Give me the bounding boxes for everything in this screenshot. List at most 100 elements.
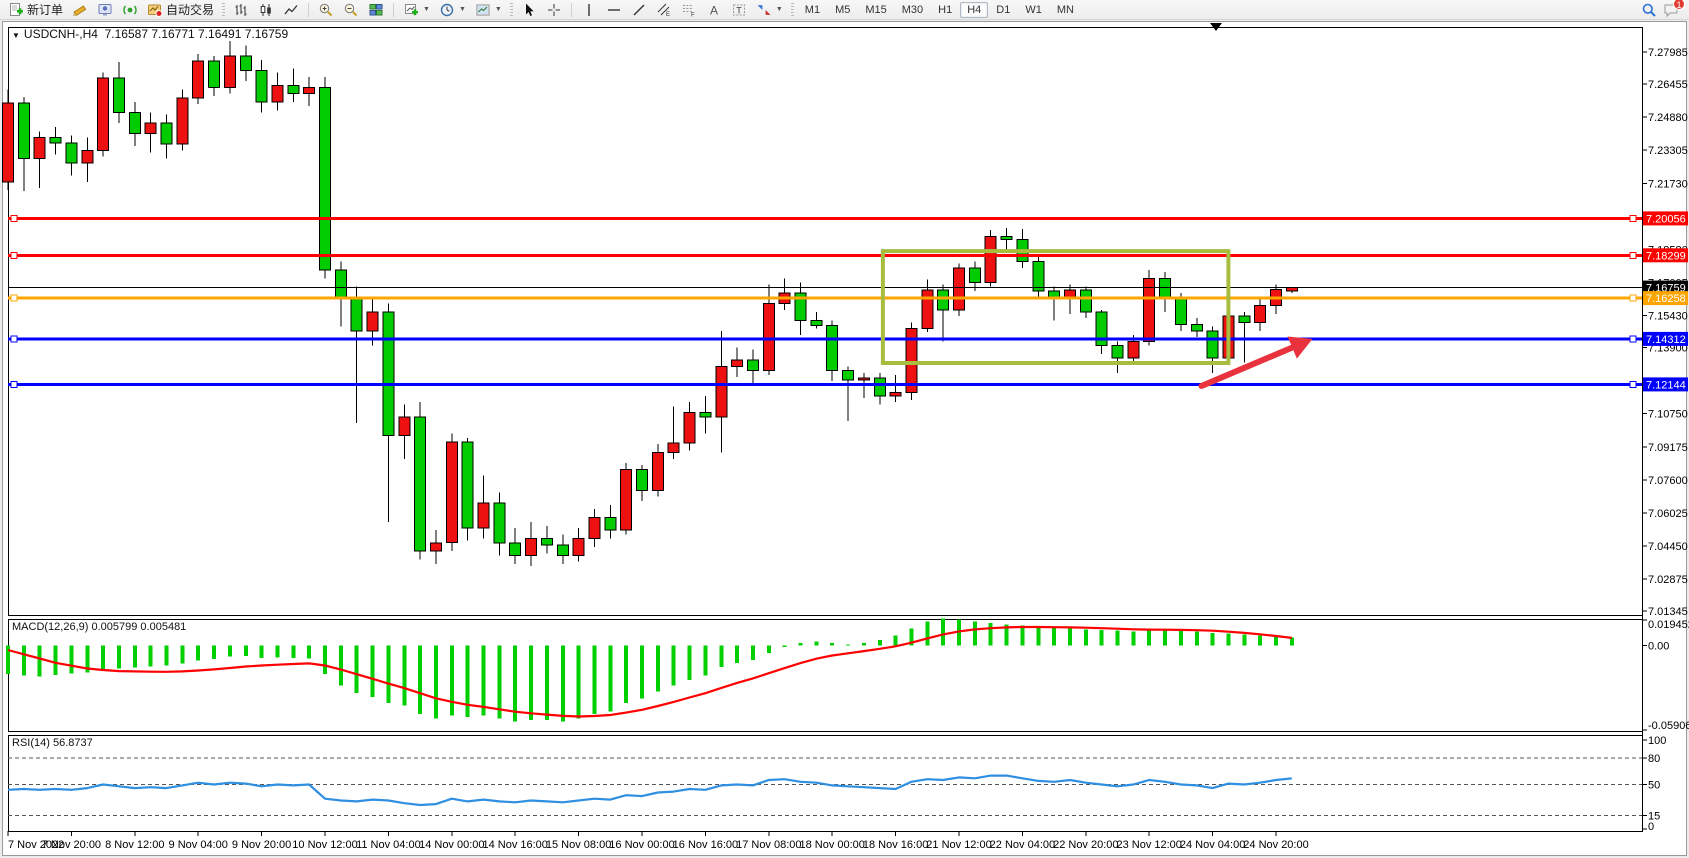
zoom-in-button[interactable] <box>314 1 338 19</box>
notifications-button[interactable]: 1 <box>1663 0 1685 18</box>
line-handle[interactable] <box>1629 294 1637 302</box>
candlestick <box>731 359 744 368</box>
candlestick <box>1000 235 1013 240</box>
toolbar-separator <box>222 2 226 17</box>
price-tick-label: 7.06025 <box>1648 508 1688 520</box>
price-tick-label: 7.21730 <box>1648 178 1688 190</box>
candlestick <box>842 370 854 381</box>
candlestick <box>319 86 331 271</box>
candlestick <box>588 517 601 540</box>
zoom-out-icon <box>344 3 358 16</box>
svg-text:7.16258: 7.16258 <box>1646 293 1686 305</box>
ohlc-bars-icon <box>235 3 247 16</box>
chevron-down-icon: ▼ <box>775 6 783 13</box>
timeframe-mn-button[interactable]: MN <box>1056 3 1074 16</box>
range-rectangle-annotation[interactable] <box>880 249 1231 366</box>
toolbar-separator <box>393 2 395 17</box>
templates-dropdown[interactable]: ▼ <box>471 1 506 19</box>
price-tick-label: 7.04450 <box>1648 541 1688 553</box>
zoom-out-button[interactable] <box>339 1 363 19</box>
new-chart-icon <box>405 3 419 15</box>
candlestick <box>461 441 474 529</box>
periods-dropdown[interactable]: ▼ <box>435 1 470 19</box>
text-tool-button[interactable]: A <box>702 1 726 19</box>
line-chart-icon <box>284 4 298 14</box>
template-icon <box>476 4 490 15</box>
time-tick-label: 21 Nov 12:00 <box>926 839 991 851</box>
candlestick <box>746 359 759 372</box>
line-handle[interactable] <box>10 251 18 259</box>
price-tick-label: 7.23305 <box>1648 145 1688 157</box>
line-handle[interactable] <box>1629 380 1637 388</box>
svg-text:F: F <box>691 12 695 18</box>
candlestick <box>113 77 125 113</box>
candlestick <box>493 502 506 544</box>
line-handle[interactable] <box>1629 335 1637 343</box>
arrows-tool-dropdown[interactable]: ▼ <box>752 1 787 19</box>
vertical-line-icon <box>588 3 590 16</box>
vertical-line-tool-button[interactable] <box>577 1 601 19</box>
text-label-tool-button[interactable]: T <box>727 1 751 19</box>
bar-chart-mode-button[interactable] <box>229 1 253 19</box>
macd-tick-label: -0.059068 <box>1648 720 1689 732</box>
horizontal-line-tool-button[interactable] <box>602 1 626 19</box>
line-handle[interactable] <box>1629 251 1637 259</box>
expert-advisors-button[interactable] <box>118 1 142 19</box>
timeframe-m15-button[interactable]: M15 <box>865 3 887 16</box>
line-chart-mode-button[interactable] <box>279 1 303 19</box>
candlestick <box>176 97 189 145</box>
line-handle[interactable] <box>10 380 18 388</box>
crosshair-tool-button[interactable] <box>542 1 566 19</box>
hline-7.12144[interactable] <box>8 380 1642 388</box>
line-handle[interactable] <box>10 214 18 222</box>
hline-7.14312[interactable] <box>8 335 1642 343</box>
metaeditor-button[interactable] <box>68 1 92 19</box>
candlestick <box>49 137 62 144</box>
tile-windows-icon <box>369 3 383 15</box>
timeframe-d1-button[interactable]: D1 <box>996 3 1011 16</box>
line-handle[interactable] <box>10 335 18 343</box>
new-chart-dropdown[interactable]: ▼ <box>399 1 434 19</box>
market-watch-button[interactable] <box>93 1 117 19</box>
svg-text:7.20056: 7.20056 <box>1646 213 1686 225</box>
time-tick-label: 10 Nov 12:00 <box>292 839 357 851</box>
auto-trading-button[interactable]: 自动交易 <box>143 1 218 19</box>
candlestick <box>17 102 30 160</box>
candlestick <box>984 235 997 284</box>
timeframe-w1-button[interactable]: W1 <box>1025 3 1042 16</box>
macd-signal-line <box>7 625 1292 718</box>
tile-windows-button[interactable] <box>364 1 388 19</box>
candlestick <box>33 137 46 160</box>
svg-text:A: A <box>710 3 718 17</box>
macd-histogram <box>6 618 1294 722</box>
timeframe-h4-button[interactable]: H4 <box>960 1 989 18</box>
timeframe-h1-button[interactable]: H1 <box>938 3 953 16</box>
line-handle[interactable] <box>1629 214 1637 222</box>
macd-panel <box>8 619 1643 732</box>
trendline-tool-button[interactable] <box>627 1 651 19</box>
fibonacci-tool-button[interactable]: F <box>677 1 701 19</box>
new-order-button[interactable]: 新订单 <box>4 1 67 19</box>
timeframe-m5-button[interactable]: M5 <box>835 3 851 16</box>
candlestick <box>1206 330 1219 359</box>
candlestick <box>160 122 173 145</box>
timeframe-m30-button[interactable]: M30 <box>901 3 924 16</box>
time-tick-label: 11 Nov 04:00 <box>356 839 421 851</box>
cursor-tool-button[interactable] <box>517 1 541 19</box>
search-icon[interactable] <box>1641 2 1657 18</box>
candlestick-mode-button[interactable] <box>254 1 278 19</box>
equidistant-channel-tool-button[interactable]: E <box>652 1 676 19</box>
market-watch-icon <box>98 3 112 16</box>
line-handle[interactable] <box>10 294 18 302</box>
timeframe-m1-button[interactable]: M1 <box>804 3 821 16</box>
hline-7.16258[interactable] <box>8 294 1642 302</box>
horizontal-line-icon <box>607 8 620 11</box>
notification-count-badge: 1 <box>1673 0 1685 10</box>
hline-7.20056[interactable] <box>8 214 1642 222</box>
hline-7.18299[interactable] <box>8 251 1642 259</box>
chart-shift-marker[interactable] <box>1210 23 1222 31</box>
trend-arrow-annotation[interactable] <box>1198 336 1313 389</box>
candlestick <box>303 86 316 95</box>
